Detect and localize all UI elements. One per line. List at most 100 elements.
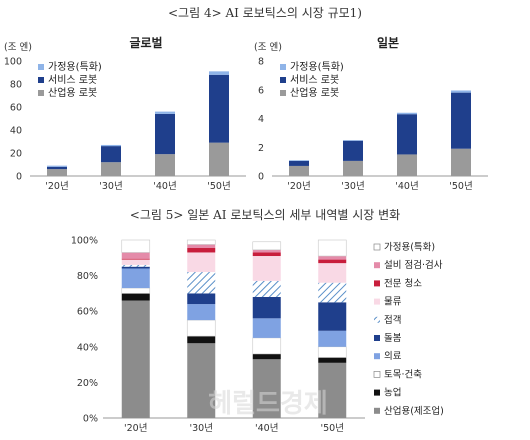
y-tick-label: 100: [4, 57, 22, 68]
bar-segment: [187, 293, 216, 305]
legend-swatch: [280, 64, 286, 70]
legend-swatch: [374, 389, 380, 396]
y-tick-label: 60%: [77, 307, 98, 318]
bar-segment: [121, 300, 150, 418]
bar-segment: [101, 162, 121, 176]
bar-segment: [318, 263, 347, 283]
legend-swatch: [373, 371, 381, 378]
legend-label: 설비 점검·검사: [384, 259, 443, 271]
y-tick-label: 40: [10, 126, 22, 137]
legend-swatch: [280, 77, 286, 83]
bar-segment: [252, 296, 281, 319]
legend-label: 가정용(특화): [384, 242, 435, 253]
bar-segment: [252, 353, 281, 360]
bar-segment: [209, 71, 229, 75]
bar-segment: [289, 165, 309, 176]
figure5-caption: <그림 5> 일본 AI 로보틱스의 세부 내역별 시장 변화: [129, 208, 401, 222]
y-tick-label: 20: [10, 149, 22, 160]
y-tick-label: 6: [258, 85, 264, 96]
y-tick-label: 8: [258, 57, 264, 68]
bar-segment: [121, 293, 150, 301]
bar-segment: [155, 111, 175, 114]
bar-segment: [121, 268, 150, 289]
legend-label: 농업: [384, 387, 401, 399]
bar-segment: [209, 74, 229, 143]
bar-segment: [397, 112, 417, 115]
bar-segment: [121, 252, 150, 259]
y-tick-label: 40%: [77, 342, 98, 353]
bar-segment: [186, 319, 216, 337]
bar-segment: [317, 239, 347, 257]
bar-segment: [101, 146, 121, 163]
bar-segment: [155, 113, 175, 155]
x-tick-label: '40년: [255, 423, 278, 434]
bar-segment: [252, 359, 281, 418]
chart-title: 글로벌: [129, 35, 162, 50]
legend-swatch: [374, 298, 380, 305]
legend-label: 돌봄: [384, 333, 402, 344]
bar-segment: [187, 304, 216, 321]
bar-segment: [121, 264, 150, 267]
legend-label: 가정용(특화): [48, 61, 102, 73]
bar-segment: [318, 256, 347, 260]
bar-segment: [187, 244, 216, 249]
bar-segment: [101, 144, 121, 147]
legend-swatch: [374, 280, 380, 287]
bar-segment: [343, 160, 363, 176]
bar-segment: [47, 169, 67, 176]
y-tick-label: 80%: [77, 271, 98, 282]
bar-segment: [318, 259, 347, 264]
bar-segment: [318, 330, 347, 347]
bar-segment: [318, 357, 347, 363]
bar-segment: [397, 114, 417, 155]
legend-swatch: [374, 316, 380, 323]
bar-segment: [209, 142, 229, 176]
legend-swatch: [38, 90, 44, 96]
bar-segment: [289, 160, 309, 161]
x-tick-label: '30년: [99, 181, 122, 192]
legend-label: 물류: [384, 297, 402, 308]
bar-segment: [155, 154, 175, 176]
legend-swatch: [374, 262, 380, 269]
y-tick-label: 60: [10, 103, 22, 114]
bar-segment: [187, 343, 216, 418]
chart-title: 일본: [377, 36, 399, 50]
bar-segment: [451, 148, 471, 176]
watermark: 헤럴드경제: [208, 389, 328, 419]
figure4-caption: <그림 4> AI 로보틱스의 시장 규모1): [168, 6, 362, 20]
legend-label: 토목·건축: [384, 369, 422, 380]
bar-segment: [187, 252, 216, 273]
x-tick-label: '50년: [207, 181, 230, 192]
legend-label: 산업용 로봇: [290, 86, 339, 99]
bar-segment: [252, 256, 281, 281]
legend-label: 서비스 로봇: [290, 74, 339, 86]
bar-segment: [397, 154, 417, 176]
bar-segment: [47, 165, 67, 167]
bar-segment: [252, 252, 281, 257]
bar-segment: [318, 362, 347, 418]
bar-segment: [343, 140, 363, 161]
x-tick-label: '20년: [45, 181, 68, 192]
bar-segment: [343, 140, 363, 141]
y-tick-label: 80: [10, 80, 22, 91]
bar-segment: [47, 166, 67, 170]
x-tick-label: '30년: [190, 423, 213, 434]
legend-swatch: [373, 243, 381, 251]
y-tick-label: 4: [258, 114, 264, 125]
y-tick-label: 0: [258, 172, 264, 183]
legend-swatch: [374, 335, 380, 341]
bar-segment: [121, 266, 150, 269]
bar-segment: [121, 259, 150, 265]
y-tick-label: 2: [258, 143, 264, 154]
bar-segment: [451, 90, 471, 93]
bar-segment: [252, 318, 281, 338]
chart-japan: 일본 (조 엔) 0 2 4 6 8 '20년 '30년 '40년 '50년 가정용(특화)서비스 로…: [254, 36, 488, 192]
legend-label: 산업용 로봇: [48, 86, 97, 99]
x-tick-label: '30년: [341, 181, 364, 192]
legend-label: 의료: [384, 351, 402, 362]
bar-segment: [252, 249, 281, 253]
bar-segment: [252, 337, 282, 355]
y-axis-unit: (조 엔): [254, 42, 282, 53]
bar-segment: [451, 92, 471, 149]
legend-label: 접객: [384, 314, 401, 326]
